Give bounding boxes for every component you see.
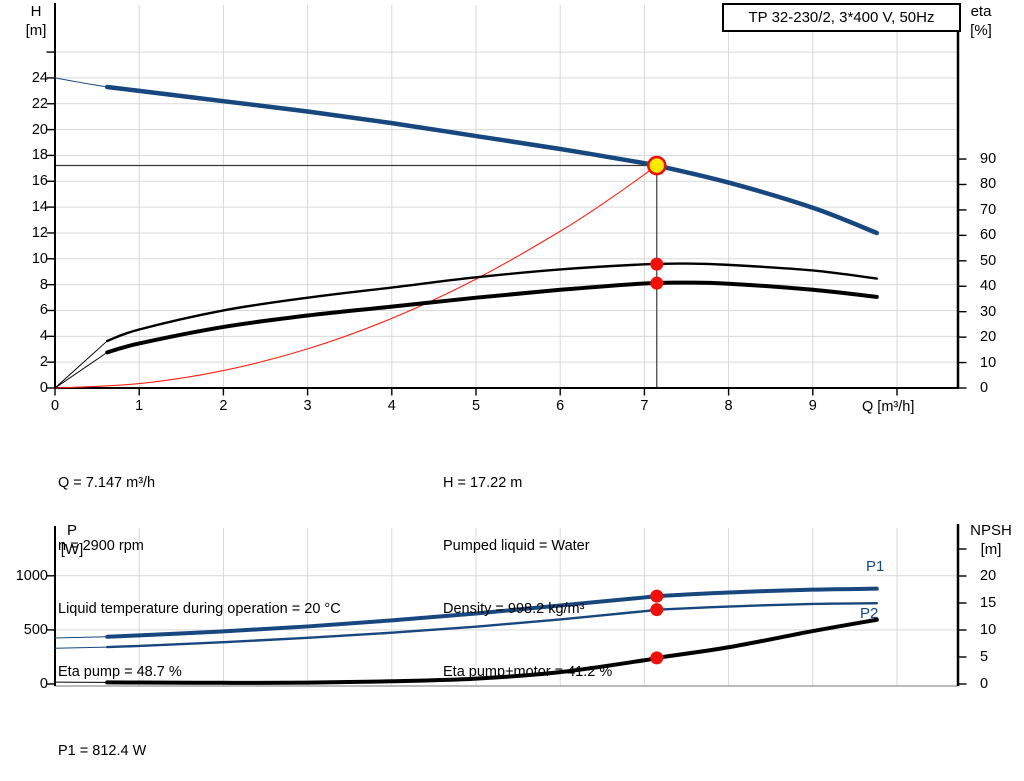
duty-dot — [650, 603, 664, 617]
eta-tick-label: 10 — [980, 354, 997, 371]
eta-pump-curve — [106, 262, 878, 343]
h-tick-label: 0 — [39, 380, 48, 396]
h-tick-label: 10 — [31, 250, 48, 267]
h-axis-label: H — [30, 3, 42, 20]
eta-pump-curve — [54, 340, 108, 389]
duty-point-marker — [646, 155, 667, 176]
h-tick-label: 4 — [39, 328, 48, 345]
pump-title-text: TP 32-230/2, 3*400 V, 50Hz — [748, 9, 935, 26]
p2-curve — [106, 601, 878, 649]
h-tick-label: 16 — [31, 173, 48, 190]
annotation-line: Q = 7.147 m³/h — [58, 475, 156, 491]
p1-curve-label: P1 — [866, 558, 885, 575]
eta-axis-unit-label: [%] — [970, 22, 992, 39]
duty-dot — [650, 257, 664, 271]
p-tick-label: 1000 — [15, 567, 48, 584]
h-tick-label: 18 — [31, 147, 48, 164]
h-tick-label: 14 — [31, 199, 48, 216]
p2-curve-label: P2 — [860, 605, 879, 622]
h-tick-label: 2 — [39, 354, 48, 371]
eta-tick-label: 30 — [980, 303, 997, 320]
q-tick-label: 4 — [387, 398, 396, 414]
pump-title-box: TP 32-230/2, 3*400 V, 50Hz — [722, 3, 961, 32]
npsh-curve — [105, 617, 879, 685]
eta-tick-label: 90 — [980, 151, 997, 168]
duty-info-right-block: H = 17.22 m Pumped liquid = Water Densit… — [443, 431, 612, 725]
duty-dot — [650, 651, 664, 665]
eta-tick-label: 50 — [980, 252, 997, 269]
npsh-tick-label: 0 — [980, 676, 989, 692]
q-tick-label: 6 — [556, 398, 565, 414]
npsh-tick-label: 5 — [980, 649, 989, 665]
power-info-block: P1 = 812.4 W P2 = 686.9 W NPSH = 4.84 m — [58, 699, 159, 781]
npsh-tick-label: 15 — [980, 595, 997, 611]
npsh-axis-unit-label: [m] — [980, 541, 1002, 558]
h-tick-label: 22 — [31, 95, 48, 112]
h-axis-unit-label: [m] — [25, 22, 47, 39]
annotation-line: Eta pump = 48.7 % — [58, 664, 182, 680]
q-axis-label: Q [m³/h] — [862, 399, 915, 415]
q-tick-label: 5 — [471, 398, 481, 414]
q-tick-label: 7 — [640, 398, 649, 414]
q-tick-label: 9 — [808, 398, 817, 414]
eta-tick-label: 40 — [980, 278, 997, 295]
q-tick-label: 2 — [219, 398, 228, 414]
duty-dot — [650, 276, 664, 290]
h-tick-label: 8 — [39, 276, 48, 293]
npsh-tick-label: 20 — [980, 568, 997, 584]
p-tick-label: 0 — [39, 676, 48, 692]
p-axis-unit-label: [W] — [60, 541, 84, 558]
eta-pump-motor-curve — [54, 351, 108, 389]
h-tick-label: 24 — [31, 69, 48, 86]
h-tick-label: 20 — [31, 121, 48, 138]
hq-curve — [104, 84, 880, 236]
npsh-tick-label: 10 — [980, 622, 997, 638]
hq-curve — [54, 77, 108, 88]
q-tick-label: 0 — [50, 398, 60, 414]
annotation-line: n = 2900 rpm — [58, 538, 144, 554]
annotation-line: Eta pump+motor = 41.2 % — [443, 664, 613, 680]
h-tick-label: 6 — [39, 302, 48, 319]
eta-pump-motor-curve — [105, 280, 879, 355]
h-tick-label: 12 — [31, 224, 48, 241]
q-tick-label: 3 — [303, 398, 312, 414]
q-tick-label: 8 — [724, 398, 733, 414]
npsh-axis-label: NPSH — [970, 522, 1012, 539]
p1-curve — [105, 586, 879, 639]
eta-tick-label: 70 — [980, 201, 997, 218]
eta-tick-label: 20 — [980, 329, 997, 346]
annotation-line: P1 = 812.4 W — [58, 743, 147, 759]
eta-tick-label: 60 — [980, 227, 997, 244]
eta-axis-label: eta — [970, 3, 992, 20]
annotation-line: Liquid temperature during operation = 20… — [58, 601, 341, 617]
duty-info-left-block: Q = 7.147 m³/h n = 2900 rpm Liquid tempe… — [58, 431, 341, 725]
eta-tick-label: 0 — [980, 380, 989, 396]
eta-tick-label: 80 — [980, 176, 997, 193]
annotation-line: H = 17.22 m — [443, 475, 523, 491]
p-tick-label: 500 — [23, 621, 48, 638]
duty-dot — [650, 589, 664, 603]
q-tick-label: 1 — [135, 398, 144, 414]
p1-curve — [54, 636, 108, 639]
p2-curve — [54, 646, 108, 649]
annotation-line: Pumped liquid = Water — [443, 538, 590, 554]
system-curve — [54, 164, 658, 389]
p-axis-label: P — [66, 522, 77, 539]
annotation-line: Density = 998.2 kg/m³ — [443, 601, 585, 617]
